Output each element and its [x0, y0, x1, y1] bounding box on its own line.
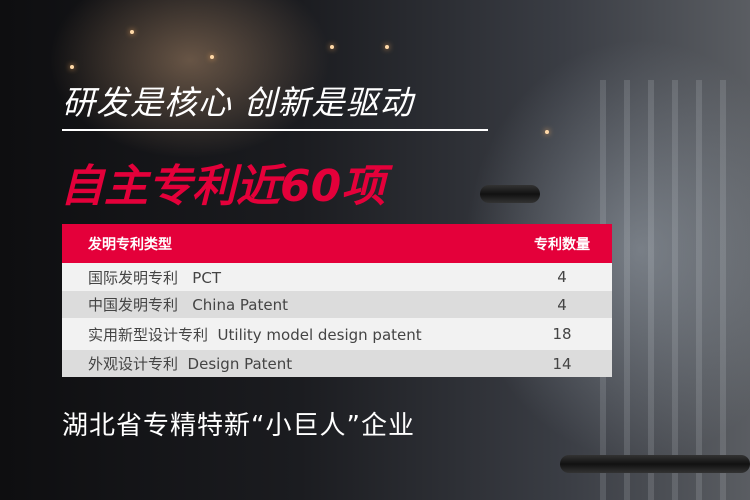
- background-roller: [480, 185, 540, 203]
- row-type: 外观设计专利 Design Patent: [88, 355, 293, 373]
- spark: [545, 130, 549, 134]
- row-count: 14: [552, 354, 572, 373]
- patent-table: 发明专利类型 专利数量 国际发明专利 PCT 4 中国发明专利 China Pa…: [62, 224, 612, 377]
- table-row: 实用新型设计专利 Utility model design patent 18: [62, 318, 612, 350]
- spark: [70, 65, 74, 69]
- spark: [210, 55, 214, 59]
- background-machinery: [600, 80, 740, 500]
- subheadline: 自主专利近60项: [60, 161, 386, 212]
- header-type: 发明专利类型: [88, 236, 172, 253]
- table-row: 外观设计专利 Design Patent 14: [62, 350, 612, 377]
- footer-text: 湖北省专精特新“小巨人”企业: [62, 411, 415, 441]
- background-roller: [560, 455, 750, 473]
- spark: [330, 45, 334, 49]
- table-header: 发明专利类型 专利数量: [62, 224, 612, 263]
- row-type: 实用新型设计专利 Utility model design patent: [88, 325, 422, 344]
- row-count: 4: [557, 268, 567, 286]
- row-count: 18: [552, 325, 572, 343]
- header-count: 专利数量: [534, 236, 590, 253]
- table-row: 国际发明专利 PCT 4: [62, 263, 612, 291]
- spark: [385, 45, 389, 49]
- row-type: 国际发明专利 PCT: [88, 268, 221, 287]
- spark: [130, 30, 134, 34]
- headline: 研发是核心 创新是驱动: [62, 83, 414, 122]
- table-row: 中国发明专利 China Patent 4: [62, 291, 612, 318]
- divider: [62, 129, 488, 131]
- row-count: 4: [557, 295, 567, 314]
- row-type: 中国发明专利 China Patent: [88, 296, 288, 314]
